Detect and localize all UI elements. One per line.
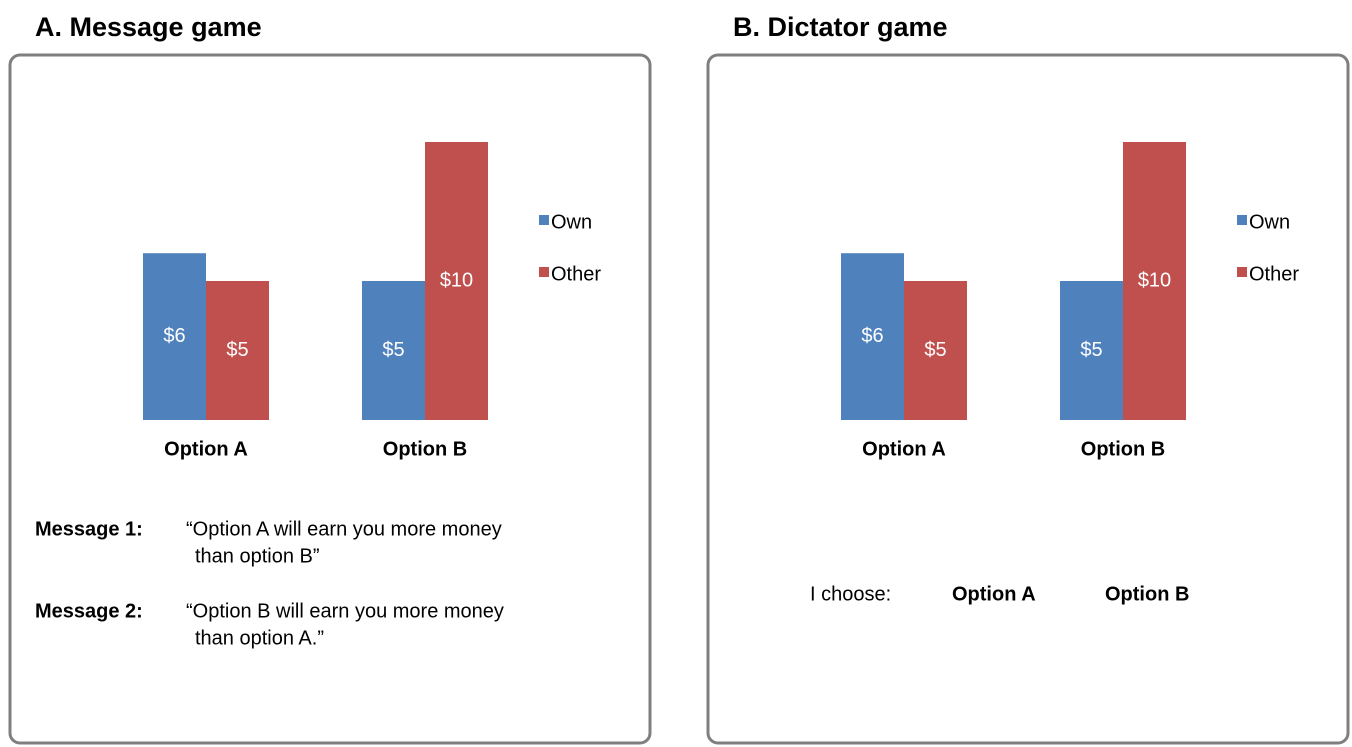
legend-label: Other [551,263,601,285]
bar [206,281,269,420]
message-text: than option B” [195,545,320,567]
category-label: Option B [383,438,467,460]
category-label: Option A [862,438,946,460]
value-label: $6 [163,325,185,347]
bar [362,281,425,420]
panel-frame [706,53,1350,745]
value-label: $6 [861,325,883,347]
bar [904,281,967,420]
category-label: Option B [1081,438,1165,460]
value-label: $5 [226,339,248,361]
value-label: $5 [924,339,946,361]
bar [1123,142,1186,420]
message-text: “Option B will earn you more money [186,600,504,622]
panel-frame [8,53,652,745]
choice-option: Option B [1105,583,1189,605]
bar [1060,281,1123,420]
value-label: $10 [1138,269,1171,291]
bar [143,253,206,420]
category-label: Option A [164,438,248,460]
choice-option: Option A [952,583,1036,605]
value-label: $5 [382,339,404,361]
legend-swatch [1237,215,1247,225]
bar [425,142,488,420]
legend-swatch [1237,267,1247,277]
legend-swatch [539,215,549,225]
legend-swatch [539,267,549,277]
message-text: “Option A will earn you more money [186,518,502,540]
bar [841,253,904,420]
message-label: Message 1: [35,518,143,540]
legend-label: Own [551,211,592,233]
message-label: Message 2: [35,600,143,622]
panel-title: B. Dictator game [733,12,948,42]
message-text: than option A.” [195,627,324,649]
legend-label: Own [1249,211,1290,233]
legend-label: Other [1249,263,1299,285]
choice-prompt: I choose: [810,583,891,605]
value-label: $10 [440,269,473,291]
value-label: $5 [1080,339,1102,361]
panel-title: A. Message game [35,12,262,42]
